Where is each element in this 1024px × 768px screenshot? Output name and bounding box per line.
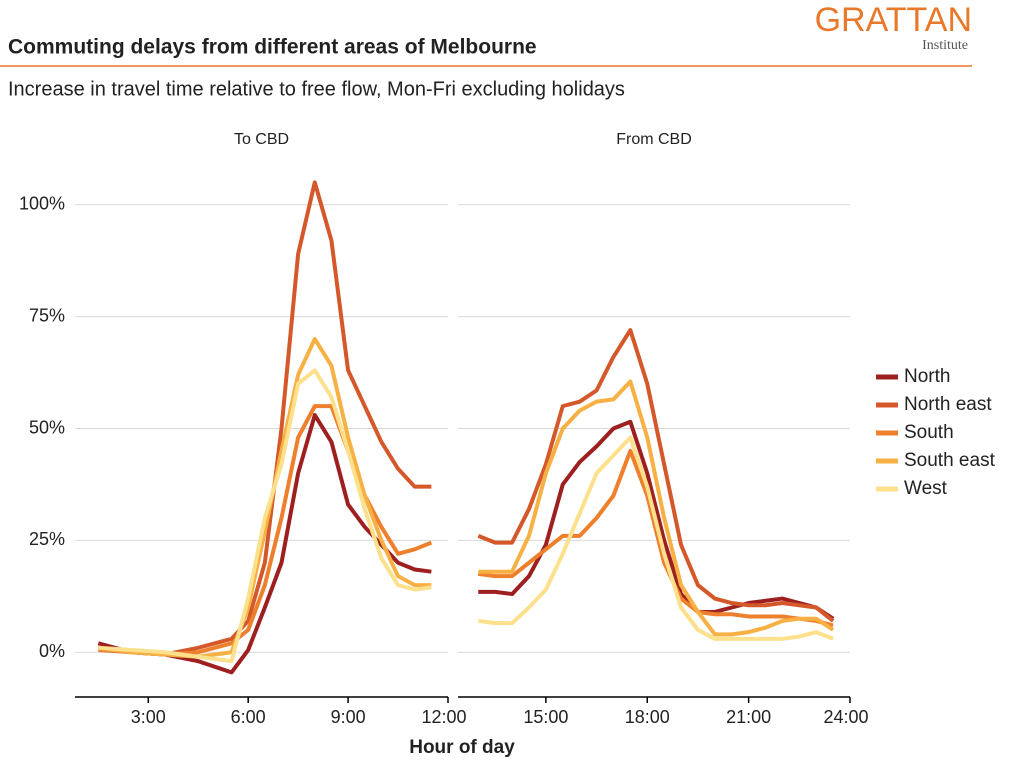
legend-label: North east: [904, 394, 992, 415]
x-tick-label: 9:00: [331, 707, 366, 727]
series-line: [477, 328, 835, 623]
x-tick-label: 24:00: [823, 707, 868, 727]
legend-label: South: [904, 422, 954, 443]
chart-title: Commuting delays from different areas of…: [8, 36, 537, 59]
series-line: [98, 368, 432, 664]
legend-label: South east: [904, 450, 996, 471]
legend-label: West: [904, 478, 948, 499]
x-axis-label: Hour of day: [409, 737, 515, 758]
x-tick-label: 18:00: [625, 707, 670, 727]
x-tick-label: 3:00: [131, 707, 166, 727]
legend-label: North: [904, 366, 950, 387]
series-line: [478, 448, 834, 628]
series-line: [478, 419, 835, 621]
series-line: [478, 379, 835, 637]
series-line: [98, 404, 433, 657]
y-tick-label: 25%: [29, 529, 65, 549]
series-line: [98, 180, 432, 657]
brand-name: GRATTAN: [815, 1, 972, 39]
series-line: [478, 435, 834, 641]
x-tick-label: 15:00: [523, 707, 568, 727]
x-tick-label: 6:00: [231, 707, 266, 727]
y-tick-label: 100%: [19, 194, 65, 214]
x-tick-label: 21:00: [726, 707, 771, 727]
x-tick-label: 12:00: [421, 707, 466, 727]
panel-title: From CBD: [616, 131, 692, 148]
panel-title: To CBD: [234, 131, 289, 148]
chart-subtitle: Increase in travel time relative to free…: [8, 78, 625, 100]
y-tick-label: 75%: [29, 305, 65, 325]
y-tick-label: 0%: [39, 641, 65, 661]
y-tick-label: 50%: [29, 417, 65, 437]
brand-sub: Institute: [922, 38, 968, 53]
